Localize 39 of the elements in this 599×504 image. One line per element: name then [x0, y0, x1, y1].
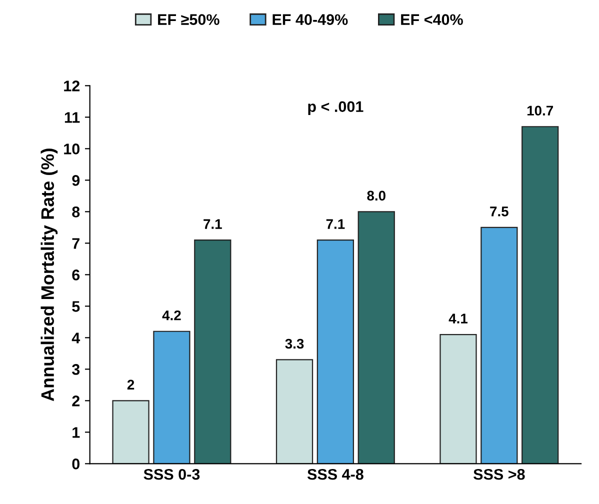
annotation: p < .001	[308, 101, 364, 116]
y-tick-label: 7	[72, 238, 80, 249]
data-label: 4.2	[162, 310, 181, 320]
y-tick-label: 1	[72, 427, 80, 438]
data-label: 7.5	[490, 206, 508, 216]
y-tick-label: 5	[72, 301, 80, 312]
data-label: 7.1	[326, 219, 345, 229]
data-label: 7.1	[204, 219, 222, 229]
x-tick-label: SSS 0-3	[144, 468, 200, 480]
legend-label: EF 40-49%	[272, 14, 348, 25]
y-axis-title: Annualized Mortality Rate (%)	[40, 148, 58, 402]
x-tick-label: SSS 4-8	[307, 468, 364, 480]
y-tick-label: 8	[72, 206, 80, 218]
y-tick-label: 6	[72, 270, 80, 280]
bar	[480, 226, 518, 464]
bar	[276, 359, 314, 464]
bar	[522, 126, 559, 464]
y-tick-label: 0	[72, 458, 80, 470]
bar	[358, 211, 395, 464]
bar	[440, 334, 477, 464]
y-tick-label: 9	[72, 175, 80, 186]
bar	[153, 330, 190, 464]
data-label: 8.0	[367, 190, 386, 201]
bar	[316, 239, 354, 464]
legend-label: EF ≥50%	[158, 14, 220, 25]
data-label: 10.7	[527, 106, 554, 116]
data-label: 4.1	[448, 314, 468, 324]
y-tick-label: 12	[64, 80, 80, 92]
data-label: 2	[127, 380, 134, 390]
y-tick-label: 2	[72, 396, 80, 406]
y-tick-label: 4	[72, 332, 80, 344]
y-tick-label: 3	[72, 364, 80, 375]
legend-label: EF <40%	[401, 14, 463, 25]
bar	[112, 400, 150, 464]
x-tick-label: SSS >8	[473, 468, 525, 480]
y-tick-label: 10	[64, 144, 80, 154]
data-label: 3.3	[285, 338, 304, 349]
y-tick-label: 11	[64, 112, 80, 123]
bar	[194, 239, 232, 464]
